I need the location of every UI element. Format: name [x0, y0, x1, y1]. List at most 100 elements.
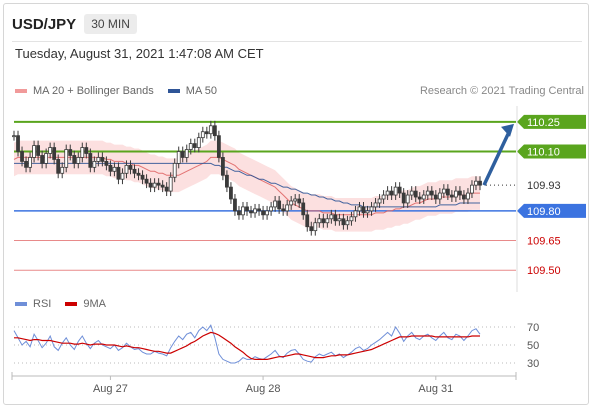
projection-arrow — [482, 129, 512, 186]
candle-body — [401, 192, 406, 204]
candle-body — [393, 186, 398, 196]
candle-body — [220, 157, 225, 176]
candle-body — [233, 198, 237, 212]
legend-item-ma9: 9MA — [65, 298, 106, 310]
candle-body — [397, 186, 402, 194]
candle-body — [265, 210, 269, 216]
candle-body — [453, 190, 458, 198]
level-label-109.80: 109.80 — [527, 206, 561, 218]
candle-body — [462, 194, 466, 200]
candle-body — [353, 210, 358, 218]
candle-body — [44, 153, 49, 164]
candle-body — [313, 222, 318, 232]
level-tag-109.80 — [517, 203, 586, 218]
candle-body — [32, 145, 36, 158]
candle-body — [120, 172, 125, 180]
candle-body — [72, 155, 77, 164]
legend-label-rsi: RSI — [33, 298, 52, 310]
candle-body — [116, 166, 121, 180]
candle-body — [381, 194, 386, 200]
candle-body — [100, 157, 105, 162]
chart-header: USD/JPY 30 MIN — [12, 12, 137, 36]
candle-body — [297, 198, 302, 204]
candle-body — [289, 200, 294, 206]
candle-body — [132, 168, 137, 174]
timestamp: Tuesday, August 31, 2021 1:47:08 AM CET — [15, 46, 264, 61]
candle-body — [305, 214, 310, 228]
candle-body — [96, 157, 101, 162]
candle-body — [449, 194, 454, 198]
legend-label-ma9: 9MA — [83, 298, 106, 310]
candle-body — [60, 166, 65, 174]
candle-body — [12, 135, 16, 138]
rsi-line — [13, 324, 481, 364]
candle-body — [24, 161, 28, 168]
candle-body — [128, 164, 133, 170]
candle-body — [225, 174, 229, 188]
candle-body — [245, 206, 249, 212]
candle-body — [458, 190, 462, 196]
candle-body — [160, 184, 165, 188]
candle-body — [413, 190, 418, 198]
level-label-109.65: 109.65 — [527, 236, 561, 248]
candle-body — [112, 166, 117, 172]
candle-body — [48, 147, 53, 154]
candle-body — [478, 180, 482, 186]
time-label: Aug 31 — [418, 383, 453, 395]
candle-body — [216, 135, 221, 158]
legend-label-ma-bb: MA 20 + Bollinger Bands — [33, 85, 154, 97]
candle-body — [188, 143, 193, 150]
legend-label-ma50: MA 50 — [185, 85, 217, 97]
level-tag-109.93 — [524, 178, 586, 193]
candle-body — [56, 159, 61, 174]
candle-body — [52, 147, 57, 160]
candle-body — [180, 151, 185, 158]
candle-body — [36, 145, 41, 156]
candle-body — [64, 149, 69, 168]
level-tag-110.10 — [517, 144, 586, 159]
candle-body — [144, 178, 149, 184]
candle-body — [281, 208, 286, 212]
candle-body — [470, 184, 474, 194]
time-label: Aug 27 — [93, 383, 128, 395]
level-label-109.50: 109.50 — [527, 265, 561, 277]
rsi-tick-30: 30 — [527, 358, 539, 370]
candle-body — [273, 200, 278, 208]
research-credit: Research © 2021 Trading Central — [419, 85, 584, 97]
candle-body — [421, 194, 426, 200]
candle-body — [417, 196, 422, 200]
timeframe-badge[interactable]: 30 MIN — [84, 14, 137, 34]
candle-body — [277, 200, 282, 210]
candle-body — [321, 218, 326, 224]
candle-body — [253, 208, 257, 214]
candle-body — [389, 190, 394, 196]
candle-body — [365, 210, 370, 214]
candle-body — [124, 164, 129, 174]
candle-body — [80, 147, 85, 158]
candle-body — [345, 220, 350, 226]
candle-body — [156, 182, 161, 186]
candle-body — [261, 210, 265, 216]
candle-body — [309, 226, 314, 232]
candle-body — [164, 186, 169, 192]
candle-body — [88, 153, 93, 168]
candle-body — [172, 162, 177, 178]
rsi-tick-50: 50 — [527, 340, 539, 352]
candle-body — [329, 214, 334, 220]
candle-body — [241, 206, 245, 216]
candle-body — [68, 149, 73, 156]
symbol-title: USD/JPY — [12, 15, 77, 33]
candle-body — [377, 198, 382, 204]
candle-body — [20, 151, 24, 162]
candle-body — [437, 192, 442, 200]
candle-body — [425, 190, 430, 196]
level-label-110.10: 110.10 — [527, 147, 560, 159]
candle-body — [204, 131, 209, 135]
candle-body — [212, 125, 217, 137]
candle-body — [269, 206, 274, 212]
candle-body — [140, 174, 145, 180]
candles — [12, 120, 482, 236]
candle-body — [373, 202, 378, 208]
candle-body — [208, 125, 213, 135]
